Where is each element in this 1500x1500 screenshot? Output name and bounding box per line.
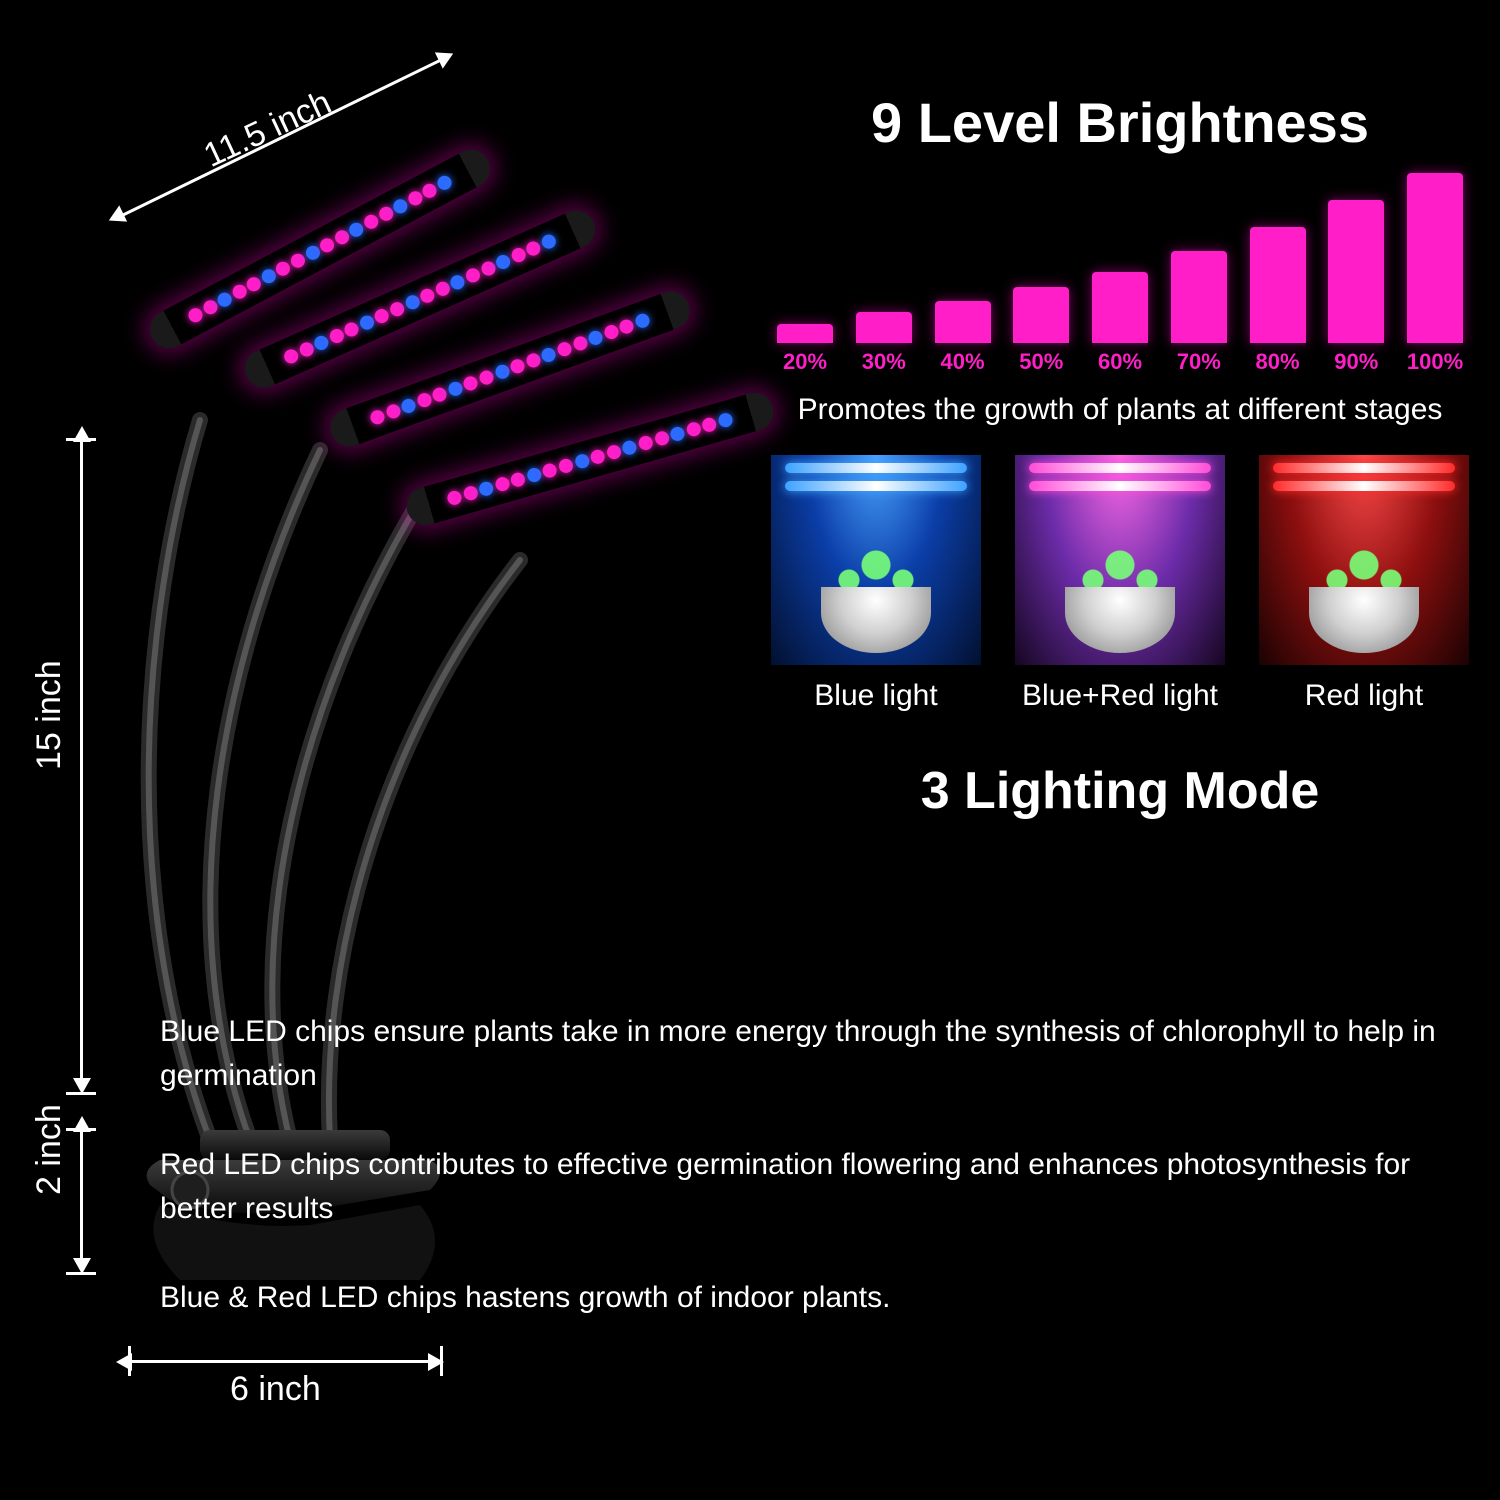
mode-caption: Blue light <box>771 679 981 713</box>
mode-caption: Red light <box>1259 679 1469 713</box>
mode-thumb <box>771 455 981 665</box>
brightness-bar: 40% <box>932 301 994 376</box>
info-panel: 9 Level Brightness 20% 30% 40% 50% 60% 70% 80%… <box>770 90 1470 861</box>
arrowhead-icon <box>435 45 457 68</box>
description-text: Blue & Red LED chips hastens growth of i… <box>160 1276 1470 1320</box>
dim-clamp-width: 6 inch <box>230 1370 321 1409</box>
brightness-bar: 50% <box>1010 287 1072 375</box>
description-text: Blue LED chips ensure plants take in mor… <box>160 1010 1470 1097</box>
dim-tube-length: 11.5 inch <box>198 83 337 176</box>
brightness-chart: 20% 30% 40% 50% 60% 70% 80% 90% 100% <box>770 175 1470 375</box>
brightness-title: 9 Level Brightness <box>770 90 1470 155</box>
brightness-bar: 70% <box>1168 251 1230 375</box>
mode-thumbnails: Blue light Blue+Red light Red light <box>770 455 1470 713</box>
mode-card: Blue+Red light <box>1015 455 1225 713</box>
modes-title: 3 Lighting Mode <box>770 761 1470 821</box>
mode-thumb <box>1259 455 1469 665</box>
brightness-bar-label: 30% <box>862 349 906 375</box>
brightness-subtitle: Promotes the growth of plants at differe… <box>770 393 1470 427</box>
brightness-bar-label: 80% <box>1255 349 1299 375</box>
dim-line <box>80 440 83 1080</box>
mode-card: Red light <box>1259 455 1469 713</box>
dim-clamp-height: 2 inch <box>30 1104 69 1195</box>
brightness-bar-label: 50% <box>1019 349 1063 375</box>
dim-tick <box>66 438 96 441</box>
brightness-bar-label: 20% <box>783 349 827 375</box>
mode-card: Blue light <box>771 455 981 713</box>
dim-tick <box>66 1272 96 1275</box>
led-tube <box>402 388 778 529</box>
brightness-bar: 30% <box>853 312 915 375</box>
mode-caption: Blue+Red light <box>1015 679 1225 713</box>
brightness-bar-label: 100% <box>1407 349 1463 375</box>
dim-tick <box>66 1092 96 1095</box>
brightness-bar: 90% <box>1325 200 1387 375</box>
brightness-bar: 60% <box>1089 272 1151 375</box>
brightness-bar: 20% <box>774 324 836 375</box>
brightness-bar-label: 90% <box>1334 349 1378 375</box>
description-text: Red LED chips contributes to effective g… <box>160 1143 1470 1230</box>
arrowhead-icon <box>105 205 127 228</box>
brightness-bar: 100% <box>1404 173 1466 375</box>
dim-line <box>80 1130 83 1260</box>
brightness-bar-label: 70% <box>1177 349 1221 375</box>
brightness-bar-label: 60% <box>1098 349 1142 375</box>
dim-tick <box>66 1128 96 1131</box>
mode-thumb <box>1015 455 1225 665</box>
dim-tick <box>128 1346 131 1376</box>
brightness-bar-label: 40% <box>940 349 984 375</box>
brightness-bar: 80% <box>1247 227 1309 375</box>
descriptions: Blue LED chips ensure plants take in mor… <box>160 1010 1470 1366</box>
dim-neck-length: 15 inch <box>30 660 69 770</box>
